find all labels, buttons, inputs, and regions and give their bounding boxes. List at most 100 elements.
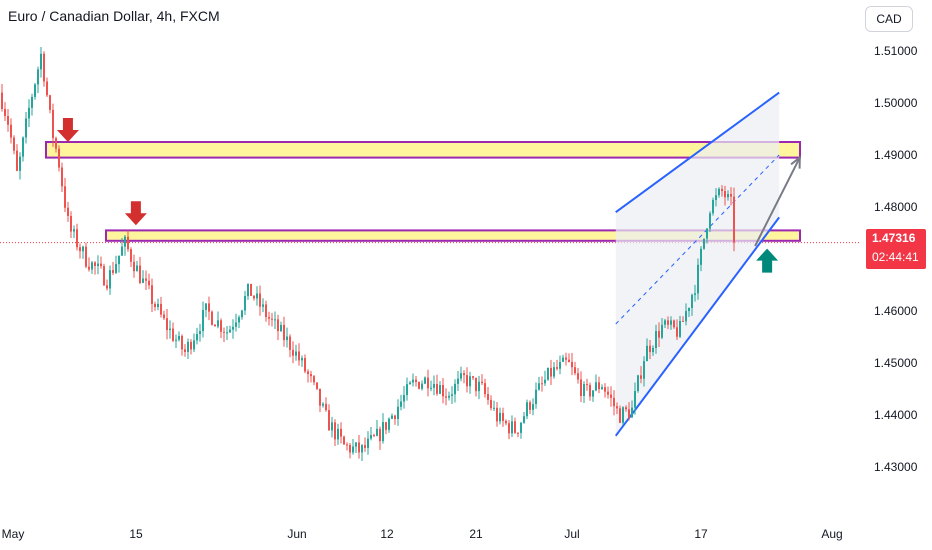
- y-tick-label: 1.51000: [874, 44, 918, 58]
- candle: [202, 301, 204, 338]
- candle-body: [121, 246, 123, 256]
- candle: [238, 315, 240, 329]
- candle: [472, 375, 474, 380]
- candle-body: [667, 320, 669, 325]
- candle: [121, 237, 123, 256]
- candle-body: [214, 324, 216, 327]
- candle-body: [19, 156, 21, 171]
- candle-body: [628, 409, 630, 418]
- candle-body: [82, 246, 84, 252]
- candle: [157, 298, 159, 311]
- candle-body: [226, 332, 228, 334]
- candle: [223, 327, 225, 343]
- candle-body: [550, 367, 552, 377]
- candle-body: [712, 199, 714, 214]
- candle-body: [166, 318, 168, 331]
- candle-body: [313, 376, 315, 383]
- candle: [151, 278, 153, 313]
- candle-body: [268, 317, 270, 319]
- candle-body: [676, 327, 678, 337]
- projection-arrow-line[interactable]: [754, 157, 801, 247]
- candle: [694, 284, 696, 302]
- candle-body: [373, 435, 375, 437]
- candle-body: [49, 95, 51, 110]
- candle-body: [229, 329, 231, 333]
- candle: [403, 386, 405, 409]
- candle: [163, 310, 165, 321]
- candle-body: [598, 382, 600, 390]
- candle: [607, 386, 609, 399]
- candle: [226, 326, 228, 340]
- candle-body: [427, 377, 429, 389]
- candle-body: [487, 394, 489, 400]
- candle-body: [349, 445, 351, 453]
- currency-badge[interactable]: CAD: [865, 6, 913, 32]
- resistance-zone[interactable]: [45, 141, 801, 159]
- candle-body: [34, 84, 36, 97]
- candle-body: [106, 285, 108, 289]
- candle: [295, 344, 297, 361]
- candle-body: [31, 96, 33, 108]
- candle: [313, 375, 315, 386]
- candle: [106, 279, 108, 291]
- channel-upper-line[interactable]: [615, 91, 780, 214]
- candle: [616, 402, 618, 415]
- candle-body: [163, 314, 165, 319]
- candle-body: [28, 107, 30, 119]
- candle: [259, 285, 261, 316]
- candle-body: [715, 195, 717, 200]
- candle: [532, 398, 534, 416]
- candle-body: [595, 382, 597, 391]
- candle: [370, 427, 372, 441]
- candle: [133, 254, 135, 278]
- candle-body: [76, 229, 78, 248]
- candle: [28, 99, 30, 127]
- candle-body: [694, 293, 696, 295]
- y-tick-label: 1.44000: [874, 408, 918, 422]
- candle: [580, 371, 582, 403]
- candle: [346, 442, 348, 451]
- candle: [484, 378, 486, 398]
- candle: [715, 188, 717, 207]
- candle-body: [697, 264, 699, 294]
- candle: [376, 419, 378, 437]
- candle-body: [205, 303, 207, 311]
- candle-body: [679, 320, 681, 337]
- candle-body: [586, 384, 588, 386]
- candle: [304, 354, 306, 374]
- candle-body: [733, 196, 735, 243]
- candle: [55, 136, 57, 153]
- candle-body: [1, 92, 3, 109]
- resistance-zone[interactable]: [105, 229, 801, 242]
- candle: [526, 399, 528, 420]
- candle: [178, 331, 180, 342]
- candle-body: [97, 263, 99, 267]
- candle: [676, 319, 678, 340]
- candle: [211, 310, 213, 326]
- candle: [421, 380, 423, 391]
- candle: [46, 77, 48, 98]
- candle-body: [376, 428, 378, 436]
- x-tick-label: 17: [694, 527, 708, 541]
- candle-body: [466, 375, 468, 387]
- candle: [559, 355, 561, 375]
- candle: [352, 438, 354, 455]
- candle: [124, 234, 126, 256]
- candle-body: [250, 283, 252, 296]
- candle: [691, 293, 693, 316]
- candle: [16, 144, 18, 172]
- candle-body: [325, 403, 327, 411]
- candle: [37, 66, 39, 94]
- candle-body: [322, 403, 324, 406]
- channel-lower-line[interactable]: [614, 216, 780, 437]
- candle-body: [142, 278, 144, 283]
- candle: [646, 338, 648, 362]
- candle: [310, 370, 312, 383]
- candle: [31, 93, 33, 116]
- candle-body: [706, 228, 708, 239]
- candle: [571, 352, 573, 376]
- candle: [415, 375, 417, 387]
- candle-body: [157, 303, 159, 307]
- candle-body: [364, 445, 366, 448]
